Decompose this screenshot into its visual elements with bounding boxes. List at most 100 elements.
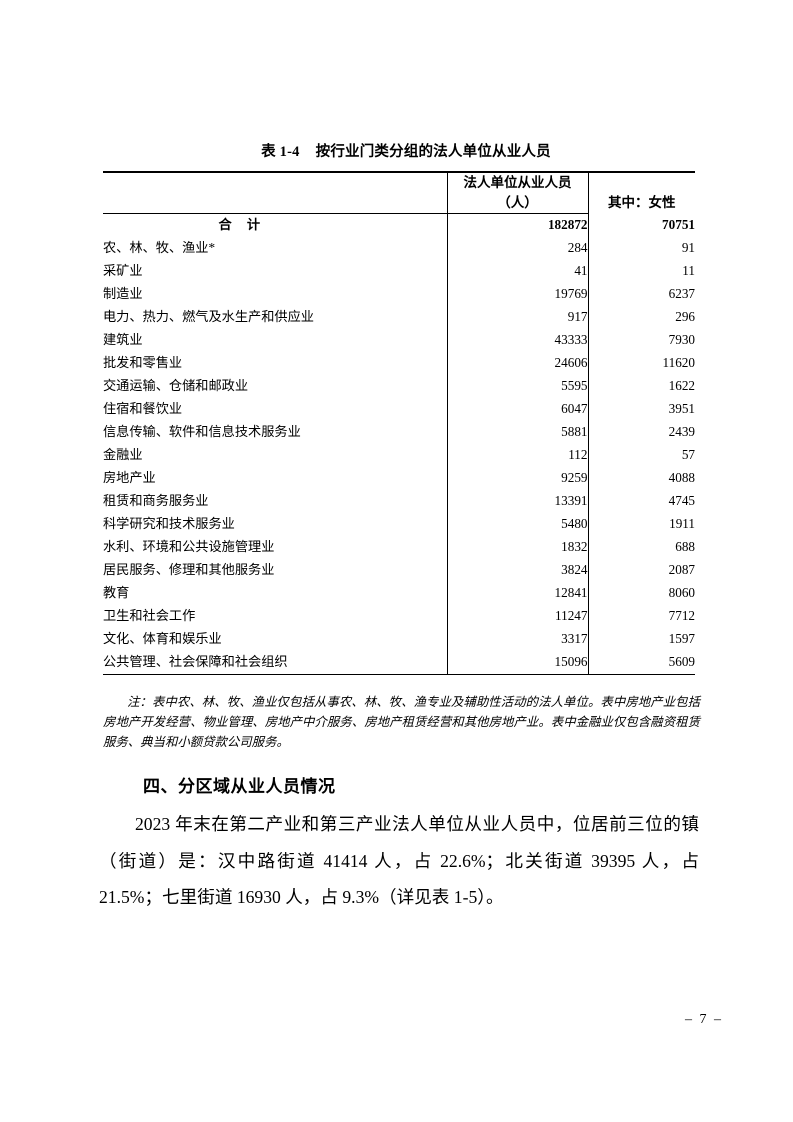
table-row: 教育 12841 8060 bbox=[103, 581, 695, 605]
row-value-total: 41 bbox=[574, 263, 588, 279]
table-title-text: 按行业门类分组的法人单位从业人员 bbox=[315, 144, 551, 160]
row-label: 卫生和社会工作 bbox=[103, 604, 448, 628]
row-value-total: 3824 bbox=[561, 562, 588, 578]
header-cell-industry bbox=[103, 171, 448, 213]
table-row: 住宿和餐饮业 6047 3951 bbox=[103, 397, 695, 421]
page-number: – 7 – bbox=[685, 1012, 723, 1027]
section-heading: 四、分区域从业人员情况 bbox=[143, 777, 336, 796]
row-value-female: 4088 bbox=[587, 466, 695, 490]
table-row: 交通运输、仓储和邮政业 5595 1622 bbox=[103, 374, 695, 398]
row-value-total: 284 bbox=[567, 240, 588, 256]
row-value-total: 12841 bbox=[554, 585, 588, 601]
statistics-table-block: 表 1-4 按行业门类分组的法人单位从业人员 法人单位从业人员 （人） 其中：女性 bbox=[103, 144, 695, 675]
row-value-female: 11 bbox=[587, 259, 695, 283]
row-label: 批发和零售业 bbox=[103, 351, 448, 375]
row-value-female: 8060 bbox=[587, 581, 695, 605]
row-value-female: 2087 bbox=[587, 558, 695, 582]
row-label: 交通运输、仓储和邮政业 bbox=[103, 374, 448, 398]
row-value-total: 9259 bbox=[561, 470, 588, 486]
row-value-total: 112 bbox=[568, 447, 588, 463]
row-value-female: 91 bbox=[587, 236, 695, 260]
row-value-total: 13391 bbox=[554, 493, 588, 509]
table-row: 信息传输、软件和信息技术服务业 5881 2439 bbox=[103, 420, 695, 444]
row-label: 居民服务、修理和其他服务业 bbox=[103, 558, 448, 582]
row-value-female: 1597 bbox=[587, 627, 695, 651]
table-head: 法人单位从业人员 （人） 其中：女性 bbox=[103, 171, 695, 214]
header-rule bbox=[103, 212, 695, 214]
row-label: 合 计 bbox=[103, 213, 448, 237]
row-label: 科学研究和技术服务业 bbox=[103, 512, 448, 536]
table-row-total: 合 计 182872 70751 bbox=[103, 213, 695, 237]
row-label: 教育 bbox=[103, 581, 448, 605]
header-cell-female: 其中：女性 bbox=[587, 171, 695, 213]
header-rule-mid bbox=[447, 212, 588, 214]
row-value-female: 296 bbox=[587, 305, 695, 329]
row-value-total: 11247 bbox=[555, 608, 588, 624]
row-value-female: 5609 bbox=[587, 650, 695, 675]
row-value-total: 5480 bbox=[561, 516, 588, 532]
row-value-female: 6237 bbox=[587, 282, 695, 306]
row-value-female: 7930 bbox=[587, 328, 695, 352]
row-label: 农、林、牧、渔业* bbox=[103, 236, 448, 260]
table-row: 农、林、牧、渔业* 284 91 bbox=[103, 236, 695, 260]
section-paragraph: 2023 年末在第二产业和第三产业法人单位从业人员中，位居前三位的镇（街道）是：… bbox=[99, 814, 699, 908]
row-value-female: 688 bbox=[587, 535, 695, 559]
row-value-total: 5881 bbox=[561, 424, 588, 440]
row-value-female: 57 bbox=[587, 443, 695, 467]
table-row: 租赁和商务服务业 13391 4745 bbox=[103, 489, 695, 513]
table-row: 文化、体育和娱乐业 3317 1597 bbox=[103, 627, 695, 651]
row-value-female: 1622 bbox=[587, 374, 695, 398]
row-label: 公共管理、社会保障和社会组织 bbox=[103, 650, 448, 675]
row-value-total: 19769 bbox=[554, 286, 588, 302]
row-label: 建筑业 bbox=[103, 328, 448, 352]
row-label: 电力、热力、燃气及水生产和供应业 bbox=[103, 305, 448, 329]
row-value-total: 6047 bbox=[561, 401, 588, 417]
table-title: 表 1-4 按行业门类分组的法人单位从业人员 bbox=[103, 144, 695, 161]
table-row: 公共管理、社会保障和社会组织 15096 5609 bbox=[103, 650, 695, 675]
row-value-total: 917 bbox=[567, 309, 588, 325]
row-label: 信息传输、软件和信息技术服务业 bbox=[103, 420, 448, 444]
row-value-female: 3951 bbox=[587, 397, 695, 421]
row-value-female: 11620 bbox=[587, 351, 695, 375]
row-value-female: 70751 bbox=[587, 213, 695, 237]
table-row: 水利、环境和公共设施管理业 1832 688 bbox=[103, 535, 695, 559]
header-rule-left bbox=[103, 212, 447, 214]
row-value-total: 24606 bbox=[554, 355, 588, 371]
row-label: 水利、环境和公共设施管理业 bbox=[103, 535, 448, 559]
row-label: 制造业 bbox=[103, 282, 448, 306]
row-value-total: 3317 bbox=[561, 631, 588, 647]
table-body: 合 计 182872 70751 农、林、牧、渔业* 284 91 采矿业 41 11 制造… bbox=[103, 213, 695, 675]
row-label: 住宿和餐饮业 bbox=[103, 397, 448, 421]
row-value-total: 43333 bbox=[554, 332, 588, 348]
row-label: 采矿业 bbox=[103, 259, 448, 283]
header-total-label: 法人单位从业人员 bbox=[463, 175, 572, 191]
row-value-female: 7712 bbox=[587, 604, 695, 628]
table-row: 卫生和社会工作 11247 7712 bbox=[103, 604, 695, 628]
row-value-total: 1832 bbox=[561, 539, 588, 555]
row-value-female: 4745 bbox=[587, 489, 695, 513]
row-value-total: 182872 bbox=[547, 217, 588, 233]
table-note-text: 注：表中农、林、牧、渔业仅包括从事农、林、牧、渔专业及辅助性活动的法人单位。表中… bbox=[103, 695, 700, 750]
table-title-number: 表 1-4 bbox=[261, 144, 300, 160]
row-label: 租赁和商务服务业 bbox=[103, 489, 448, 513]
table-row: 房地产业 9259 4088 bbox=[103, 466, 695, 490]
table-row: 居民服务、修理和其他服务业 3824 2087 bbox=[103, 558, 695, 582]
table-header-row: 法人单位从业人员 （人） 其中：女性 bbox=[103, 171, 695, 213]
employment-by-industry-table: 法人单位从业人员 （人） 其中：女性 合 计 182872 70751 农、林 bbox=[103, 171, 695, 675]
table-note: 注：表中农、林、牧、渔业仅包括从事农、林、牧、渔专业及辅助性活动的法人单位。表中… bbox=[103, 692, 700, 752]
table-row: 电力、热力、燃气及水生产和供应业 917 296 bbox=[103, 305, 695, 329]
header-total-unit: （人） bbox=[497, 194, 538, 210]
table-row: 制造业 19769 6237 bbox=[103, 282, 695, 306]
table-row: 批发和零售业 24606 11620 bbox=[103, 351, 695, 375]
row-value-female: 2439 bbox=[587, 420, 695, 444]
row-label: 文化、体育和娱乐业 bbox=[103, 627, 448, 651]
row-value-female: 1911 bbox=[587, 512, 695, 536]
row-value-total: 15096 bbox=[447, 650, 588, 675]
row-value-total: 5595 bbox=[561, 378, 588, 394]
header-cell-total: 法人单位从业人员 （人） bbox=[447, 171, 588, 213]
table-row: 采矿业 41 11 bbox=[103, 259, 695, 283]
row-label: 金融业 bbox=[103, 443, 448, 467]
row-label: 房地产业 bbox=[103, 466, 448, 490]
table-row: 金融业 112 57 bbox=[103, 443, 695, 467]
